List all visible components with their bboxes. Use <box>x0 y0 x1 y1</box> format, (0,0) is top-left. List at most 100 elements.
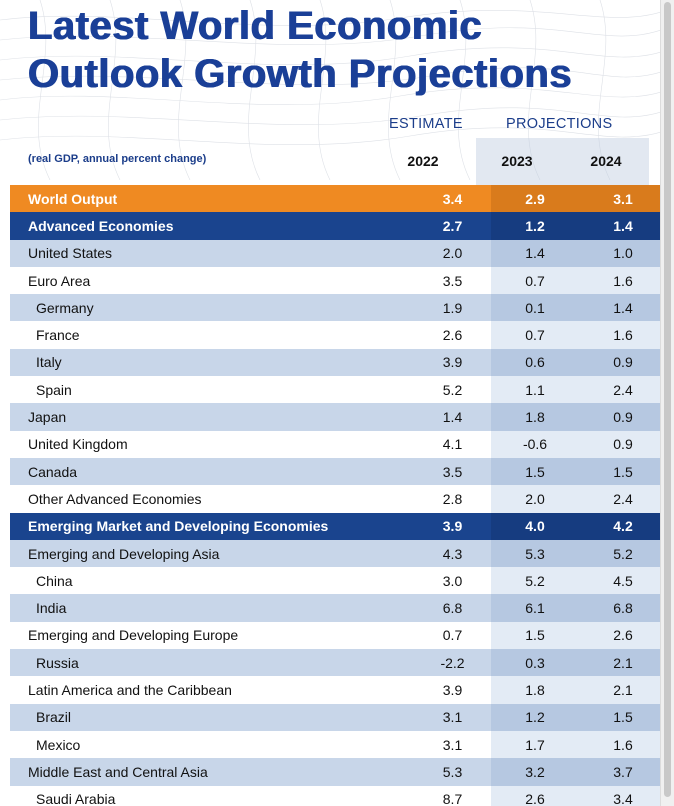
region-name: Japan <box>10 403 414 431</box>
value-2022: 0.7 <box>414 621 491 650</box>
region-name: Latin America and the Caribbean <box>10 676 414 704</box>
value-2023: 1.1 <box>491 376 579 404</box>
table-row: Emerging and Developing Europe 0.7 1.5 2.6 <box>10 621 661 650</box>
value-2024: 6.8 <box>579 594 661 622</box>
value-2024: 2.1 <box>579 676 661 704</box>
value-2023: 1.5 <box>491 457 579 486</box>
value-2022: 3.1 <box>414 730 491 759</box>
table-row: Japan 1.4 1.8 0.9 <box>10 403 661 431</box>
year-2022-header: 2022 <box>407 153 439 169</box>
region-name: China <box>10 567 414 595</box>
scrollbar-thumb[interactable] <box>664 2 671 797</box>
value-2022: 2.6 <box>414 321 491 349</box>
vertical-scrollbar[interactable] <box>660 0 674 806</box>
region-name: United States <box>10 239 414 267</box>
table-row: Italy 3.9 0.6 0.9 <box>10 348 661 377</box>
table-row: United Kingdom 4.1 -0.6 0.9 <box>10 430 661 458</box>
value-2024: 0.9 <box>579 430 661 458</box>
region-name: Euro Area <box>10 266 414 295</box>
value-2024: 3.1 <box>579 185 661 213</box>
region-name: United Kingdom <box>10 430 414 458</box>
table-row: Middle East and Central Asia 5.3 3.2 3.7 <box>10 758 661 786</box>
table-row: Other Advanced Economies 2.8 2.0 2.4 <box>10 485 661 513</box>
value-2024: 0.9 <box>579 403 661 431</box>
value-2022: 3.5 <box>414 457 491 486</box>
table-row: Russia -2.2 0.3 2.1 <box>10 649 661 677</box>
value-2023: 1.2 <box>491 703 579 731</box>
value-2023: 1.7 <box>491 730 579 759</box>
value-2023: 6.1 <box>491 594 579 622</box>
table-row: China 3.0 5.2 4.5 <box>10 567 661 595</box>
year-2024-header: 2024 <box>590 153 622 169</box>
value-2024: 0.9 <box>579 348 661 377</box>
value-2023: 2.6 <box>491 785 579 806</box>
estimate-label: ESTIMATE <box>389 116 463 132</box>
table-row: Brazil 3.1 1.2 1.5 <box>10 703 661 731</box>
value-2022: 6.8 <box>414 594 491 622</box>
value-2023: 5.2 <box>491 567 579 595</box>
value-2024: 5.2 <box>579 539 661 568</box>
region-name: Germany <box>10 294 414 322</box>
value-2024: 3.4 <box>579 785 661 806</box>
table-row: Euro Area 3.5 0.7 1.6 <box>10 266 661 295</box>
value-2022: 3.1 <box>414 703 491 731</box>
value-2022: 3.9 <box>414 348 491 377</box>
value-2022: 3.5 <box>414 266 491 295</box>
value-2024: 2.4 <box>579 376 661 404</box>
value-2023: 1.8 <box>491 403 579 431</box>
value-2024: 4.5 <box>579 567 661 595</box>
value-2022: 5.3 <box>414 758 491 786</box>
page-title: Latest World Economic Outlook Growth Pro… <box>28 4 573 96</box>
region-name: Canada <box>10 457 414 486</box>
region-name: World Output <box>10 185 414 213</box>
table-row: World Output 3.4 2.9 3.1 <box>10 185 661 213</box>
region-name: Mexico <box>10 730 414 759</box>
value-2023: 0.1 <box>491 294 579 322</box>
value-2024: 2.1 <box>579 649 661 677</box>
region-name: Advanced Economies <box>10 212 414 240</box>
value-2024: 1.4 <box>579 212 661 240</box>
region-name: India <box>10 594 414 622</box>
value-2024: 1.6 <box>579 321 661 349</box>
table-row: Advanced Economies 2.7 1.2 1.4 <box>10 212 661 240</box>
table-row: Latin America and the Caribbean 3.9 1.8 2.1 <box>10 676 661 704</box>
value-2022: 3.0 <box>414 567 491 595</box>
value-2022: 4.3 <box>414 539 491 568</box>
value-2024: 1.6 <box>579 730 661 759</box>
value-2022: -2.2 <box>414 649 491 677</box>
value-2024: 1.6 <box>579 266 661 295</box>
value-2022: 1.9 <box>414 294 491 322</box>
value-2024: 2.6 <box>579 621 661 650</box>
year-2023-header: 2023 <box>501 153 533 169</box>
value-2024: 1.4 <box>579 294 661 322</box>
projection-header-band <box>476 138 649 185</box>
table-row: Mexico 3.1 1.7 1.6 <box>10 730 661 759</box>
region-name: Brazil <box>10 703 414 731</box>
value-2023: 1.2 <box>491 212 579 240</box>
value-2023: 2.0 <box>491 485 579 513</box>
value-2022: 8.7 <box>414 785 491 806</box>
region-name: Middle East and Central Asia <box>10 758 414 786</box>
table-row: Canada 3.5 1.5 1.5 <box>10 457 661 486</box>
value-2022: 4.1 <box>414 430 491 458</box>
value-2023: -0.6 <box>491 430 579 458</box>
table-row: Saudi Arabia 8.7 2.6 3.4 <box>10 785 661 806</box>
value-2024: 3.7 <box>579 758 661 786</box>
table-row: Germany 1.9 0.1 1.4 <box>10 294 661 322</box>
value-2023: 1.4 <box>491 239 579 267</box>
value-2024: 1.5 <box>579 457 661 486</box>
value-2024: 1.5 <box>579 703 661 731</box>
region-name: Emerging and Developing Europe <box>10 621 414 650</box>
value-2023: 0.7 <box>491 321 579 349</box>
value-2022: 3.4 <box>414 185 491 213</box>
value-2022: 3.9 <box>414 676 491 704</box>
background-mesh-pattern <box>0 0 661 180</box>
region-name: Italy <box>10 348 414 377</box>
growth-projections-table: World Output 3.4 2.9 3.1 Advanced Economies 2… <box>10 185 661 806</box>
value-2024: 1.0 <box>579 239 661 267</box>
region-name: Spain <box>10 376 414 404</box>
table-row: Emerging and Developing Asia 4.3 5.3 5.2 <box>10 539 661 568</box>
value-2023: 2.9 <box>491 185 579 213</box>
value-2023: 4.0 <box>491 512 579 540</box>
